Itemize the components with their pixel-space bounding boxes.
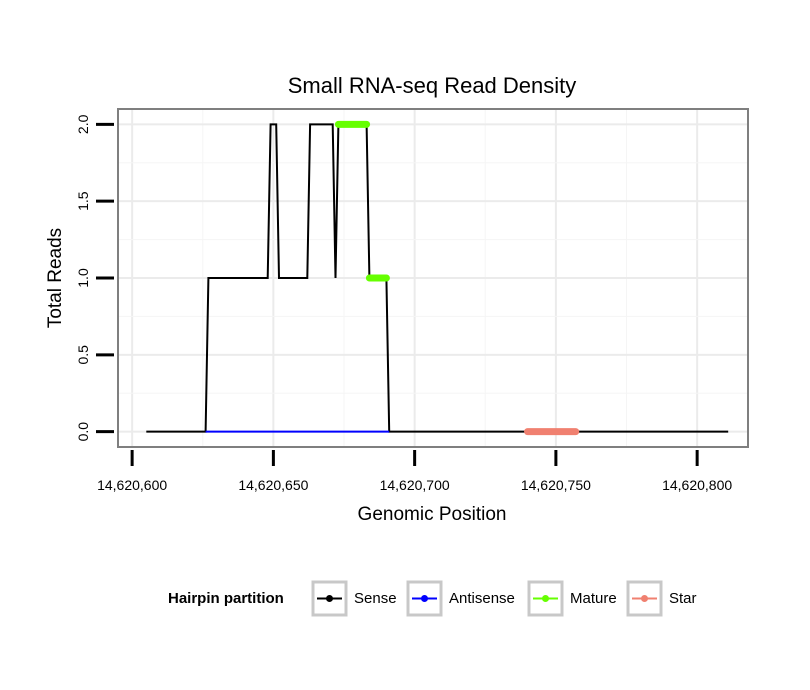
legend: Hairpin partition Sense Antisense Mature St… <box>168 580 697 617</box>
plot-panel <box>117 108 749 448</box>
legend-entry-mature: Mature <box>527 580 617 617</box>
legend-label: Star <box>669 590 697 607</box>
plot-border <box>117 108 749 448</box>
legend-key-point <box>641 595 648 602</box>
legend-entry-antisense: Antisense <box>406 580 515 617</box>
legend-entry-sense: Sense <box>311 580 397 617</box>
y-tick-label: 1.5 <box>75 191 91 211</box>
y-tick-label: 1.0 <box>75 268 91 288</box>
y-tick-label: 2.0 <box>75 114 91 134</box>
y-axis-label: Total Reads <box>45 228 66 328</box>
y-tick-label: 0.0 <box>75 422 91 442</box>
x-tick-label: 14,620,600 <box>97 477 167 493</box>
chart-title: Small RNA-seq Read Density <box>288 73 577 98</box>
series-layer <box>146 120 729 436</box>
x-tick-label: 14,620,700 <box>380 477 450 493</box>
legend-key-point <box>421 595 428 602</box>
legend-key-point <box>542 595 549 602</box>
y-tick-label: 0.5 <box>75 345 91 365</box>
x-axis-label: Genomic Position <box>358 504 507 525</box>
legend-key-point <box>326 595 333 602</box>
legend-entry-star: Star <box>626 580 697 617</box>
legend-entries: Sense Antisense Mature Star <box>311 580 697 617</box>
legend-label: Antisense <box>449 590 515 607</box>
x-tick-label: 14,620,800 <box>662 477 732 493</box>
legend-label: Sense <box>354 590 397 607</box>
y-axis: 0.0 0.5 1.0 1.5 2.0 <box>75 114 114 441</box>
legend-title: Hairpin partition <box>168 590 284 607</box>
x-axis: 14,620,600 14,620,650 14,620,700 14,620,750… <box>97 450 732 493</box>
legend-label: Mature <box>570 590 617 607</box>
x-tick-label: 14,620,650 <box>238 477 308 493</box>
x-tick-label: 14,620,750 <box>521 477 591 493</box>
